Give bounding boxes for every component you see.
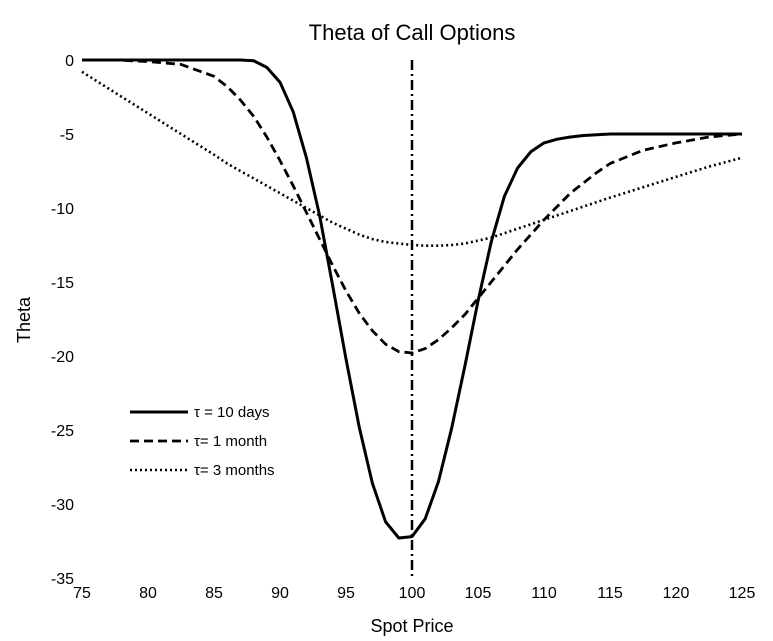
x-tick-label: 125 <box>729 585 756 602</box>
x-tick-label: 115 <box>597 585 623 602</box>
x-tick-label: 110 <box>531 585 557 602</box>
legend-label-2: τ= 1 month <box>194 433 267 450</box>
chart-title: Theta of Call Options <box>309 20 516 45</box>
x-tick-label: 80 <box>139 585 157 602</box>
series-line-1 <box>82 58 742 540</box>
y-tick-label: -25 <box>51 423 74 440</box>
x-tick-label: 105 <box>465 585 492 602</box>
y-tick-label: -10 <box>51 201 74 218</box>
series-line-2 <box>82 58 743 355</box>
y-axis-label: Theta <box>14 296 34 343</box>
x-tick-label: 75 <box>73 585 91 602</box>
x-tick-label: 95 <box>337 585 355 602</box>
series-line-3 <box>81 70 743 247</box>
y-tick-label: -30 <box>51 497 74 514</box>
tick-label-layer: 75 80 85 90 95 100 105 110 115 120 125 0 -5 -10 -15 -20… <box>51 53 756 602</box>
y-tick-label: -15 <box>51 275 74 292</box>
y-tick-label: -5 <box>60 127 74 144</box>
y-tick-label: -35 <box>51 571 74 588</box>
legend: τ = 10 days τ= 1 month τ= 3 months <box>130 404 275 479</box>
x-tick-label: 90 <box>271 585 289 602</box>
x-tick-label: 120 <box>663 585 690 602</box>
y-tick-label: -20 <box>51 349 74 366</box>
x-axis-label: Spot Price <box>370 616 453 636</box>
legend-label-1: τ = 10 days <box>194 404 270 421</box>
x-tick-label: 100 <box>399 585 426 602</box>
legend-label-3: τ= 3 months <box>194 462 275 479</box>
y-tick-label: 0 <box>65 53 74 70</box>
series-layer <box>81 58 743 540</box>
x-tick-label: 85 <box>205 585 223 602</box>
